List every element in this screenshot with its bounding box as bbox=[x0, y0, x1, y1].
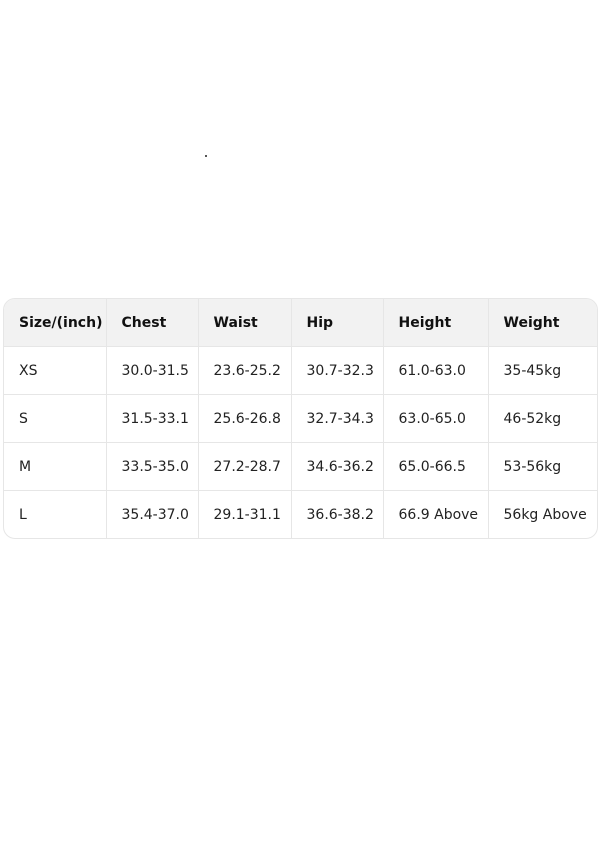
size-table: Size/(inch) Chest Waist Hip Height Weight XS 3… bbox=[4, 299, 597, 538]
table-cell: 53-56kg bbox=[488, 442, 597, 491]
table-cell: 23.6-25.2 bbox=[198, 346, 292, 395]
table-row: S 31.5-33.1 25.6-26.8 32.7-34.3 63.0-65.0 46-… bbox=[4, 394, 597, 443]
header-row: Size/(inch) Chest Waist Hip Height Weight bbox=[4, 299, 597, 347]
table-cell: 30.7-32.3 bbox=[291, 346, 384, 395]
table-cell: 27.2-28.7 bbox=[198, 442, 292, 491]
table-row: M 33.5-35.0 27.2-28.7 34.6-36.2 65.0-66.5 53-… bbox=[4, 442, 597, 491]
table-cell: 66.9 Above bbox=[383, 490, 489, 538]
table-cell: 61.0-63.0 bbox=[383, 346, 489, 395]
table-cell: XS bbox=[4, 346, 107, 395]
table-cell: M bbox=[4, 442, 107, 491]
table-cell: 46-52kg bbox=[488, 394, 597, 443]
table-cell: 35.4-37.0 bbox=[106, 490, 199, 538]
size-chart: Size/(inch) Chest Waist Hip Height Weight XS 3… bbox=[3, 298, 598, 539]
stray-dot bbox=[205, 155, 207, 157]
column-header: Waist bbox=[198, 299, 292, 347]
table-cell: 36.6-38.2 bbox=[291, 490, 384, 538]
table-cell: 33.5-35.0 bbox=[106, 442, 199, 491]
table-cell: 65.0-66.5 bbox=[383, 442, 489, 491]
column-header: Chest bbox=[106, 299, 199, 347]
table-cell: 56kg Above bbox=[503, 506, 587, 523]
table-cell: 25.6-26.8 bbox=[198, 394, 292, 443]
column-header: Hip bbox=[291, 299, 384, 347]
table-cell: S bbox=[4, 394, 107, 443]
column-header: Weight bbox=[488, 299, 597, 347]
column-header: Height bbox=[383, 299, 489, 347]
column-header: Size/(inch) bbox=[4, 299, 107, 347]
table-cell: 63.0-65.0 bbox=[383, 394, 489, 443]
table-cell: 32.7-34.3 bbox=[291, 394, 384, 443]
table-row: XS 30.0-31.5 23.6-25.2 30.7-32.3 61.0-63.0 35… bbox=[4, 346, 597, 395]
table-row: L 35.4-37.0 29.1-31.1 36.6-38.2 66.9 Above 56… bbox=[4, 490, 597, 538]
table-cell: 31.5-33.1 bbox=[106, 394, 199, 443]
table-cell: 35-45kg bbox=[488, 346, 597, 395]
table-cell: 34.6-36.2 bbox=[291, 442, 384, 491]
table-cell: L bbox=[4, 490, 107, 538]
table-cell: 30.0-31.5 bbox=[106, 346, 199, 395]
table-cell: 29.1-31.1 bbox=[198, 490, 292, 538]
